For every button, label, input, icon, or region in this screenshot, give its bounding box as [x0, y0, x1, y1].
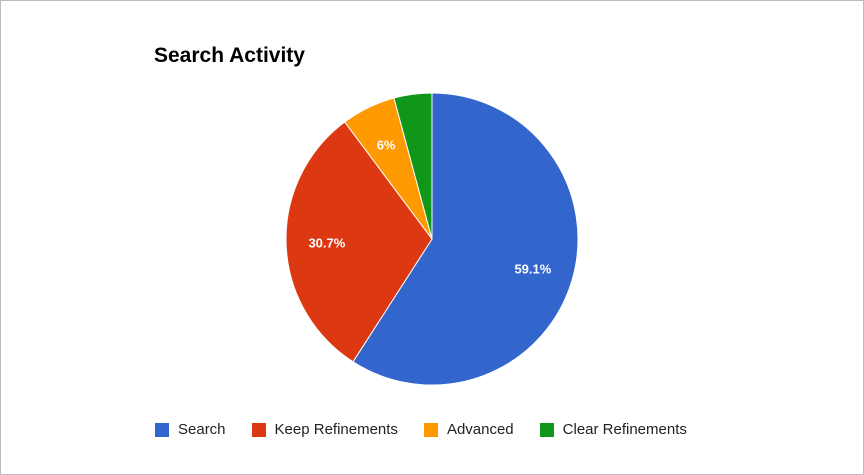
legend-swatch-advanced [423, 422, 438, 437]
legend-item-search[interactable]: Search [155, 421, 226, 438]
legend-item-keep-refinements[interactable]: Keep Refinements [251, 421, 398, 438]
legend-label-advanced: Advanced [446, 421, 514, 438]
legend-swatch-clear-refinements [539, 422, 554, 437]
legend-swatch-keep-refinements [251, 422, 266, 437]
legend-item-advanced[interactable]: Advanced [423, 421, 514, 438]
slice-label-advanced: 6% [377, 138, 396, 153]
legend-label-keep-refinements: Keep Refinements [274, 421, 398, 438]
pie-slice-search[interactable] [352, 92, 579, 386]
chart-legend: Search Keep Refinements Advanced Clear R… [155, 421, 713, 438]
slice-label-keep-refinements: 30.7% [308, 236, 345, 251]
slice-label-search: 59.1% [514, 262, 551, 277]
pie-slice-clear-refinements[interactable] [393, 92, 433, 240]
chart-title: Search Activity [154, 44, 305, 67]
legend-label-search: Search [178, 421, 226, 438]
legend-item-clear-refinements[interactable]: Clear Refinements [539, 421, 687, 438]
legend-swatch-search [155, 422, 169, 437]
pie-slice-keep-refinements[interactable] [285, 121, 433, 363]
legend-label-clear-refinements: Clear Refinements [562, 421, 687, 438]
